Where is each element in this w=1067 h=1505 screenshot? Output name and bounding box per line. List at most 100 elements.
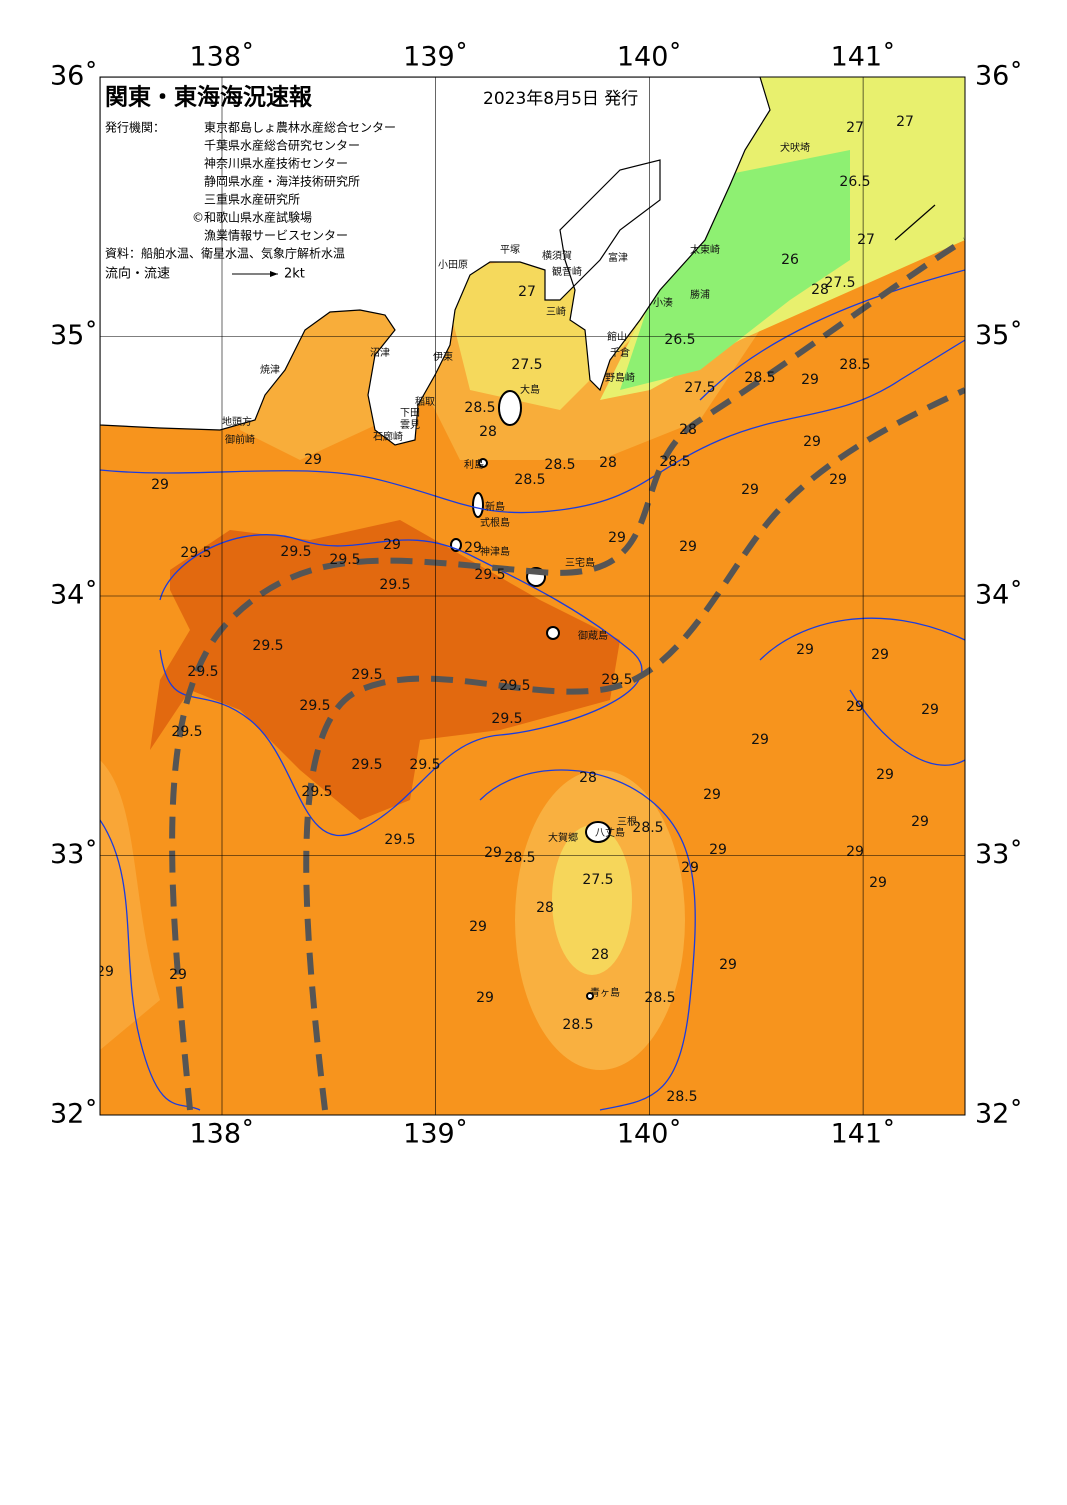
isotherm-label: 29.5 <box>474 567 505 583</box>
place-name: 御蔵島 <box>578 629 608 642</box>
issuer: 東京都島しょ農林水産総合センター <box>204 120 396 135</box>
title: 関東・東海海況速報 <box>105 84 313 111</box>
lat-label: 32˚ <box>50 1099 98 1130</box>
isotherm-label: 29 <box>681 860 699 876</box>
place-name: 新島 <box>485 500 505 513</box>
isotherm-label: 29 <box>703 787 721 803</box>
legend-speed: 2kt <box>284 267 305 282</box>
issuer: 千葉県水産総合研究センター <box>204 138 360 153</box>
isotherm-label: 29 <box>801 372 819 388</box>
lon-label: 141˚ <box>831 1119 896 1150</box>
place-name: 富津 <box>608 251 628 264</box>
lon-label: 140˚ <box>617 42 682 73</box>
isotherm-label: 27.5 <box>511 357 542 373</box>
isotherm-label: 27 <box>518 284 536 300</box>
place-name: 伊東 <box>433 350 453 363</box>
lat-label: 34˚ <box>50 580 98 611</box>
lat-label: 32˚ <box>975 1099 1023 1130</box>
lon-label: 140˚ <box>617 1119 682 1150</box>
isotherm-label: 29.5 <box>299 698 330 714</box>
place-name: 野島崎 <box>605 371 635 384</box>
isotherm-label: 26.5 <box>839 174 870 190</box>
place-name: 稲取 <box>415 396 435 408</box>
place-name: 犬吠埼 <box>780 141 810 154</box>
isotherm-label: 26 <box>781 252 799 268</box>
isotherm-label: 29 <box>741 482 759 498</box>
lat-label: 35˚ <box>50 320 98 351</box>
issuer: 漁業情報サービスセンター <box>204 229 348 243</box>
isotherm-label: 28.5 <box>839 357 870 373</box>
place-name: 大賀郷 <box>548 831 578 844</box>
islands <box>450 390 611 1000</box>
place-name: 勝浦 <box>690 288 710 301</box>
place-name: 雲見 <box>400 419 420 431</box>
lat-label: 33˚ <box>50 839 98 870</box>
place-name: 石廊崎 <box>373 430 403 443</box>
isotherm-label: 28 <box>599 455 617 471</box>
isotherm-label: 27.5 <box>684 380 715 396</box>
isotherm-label: 28 <box>591 947 609 963</box>
lon-label: 138˚ <box>189 42 254 73</box>
place-name: 横須賀 <box>542 249 572 262</box>
isotherm-label: 29 <box>829 472 847 488</box>
isotherm-label: 29.5 <box>301 784 332 800</box>
place-name: 三宅島 <box>565 556 595 569</box>
isotherm-label: 29 <box>921 702 939 718</box>
isotherm-label: 29 <box>476 990 494 1006</box>
isotherm-label: 29.5 <box>171 724 202 740</box>
sea-26 <box>620 150 850 390</box>
date: 2023年8月5日 発行 <box>483 89 638 109</box>
place-name: 沼津 <box>370 346 390 359</box>
issuer: 三重県水産研究所 <box>204 192 300 207</box>
isotherm-label: 28.5 <box>632 820 663 836</box>
isotherm-label: 29 <box>383 537 401 553</box>
place-name: 三崎 <box>546 305 566 318</box>
isotherm-label: 28.5 <box>659 454 690 470</box>
place-name: 地頭方 <box>222 415 252 428</box>
land <box>100 77 771 446</box>
isotherm-label: 29 <box>719 957 737 973</box>
lat-label: 34˚ <box>975 580 1023 611</box>
lat-label: 36˚ <box>975 61 1023 92</box>
isotherm-label: 29.5 <box>252 638 283 654</box>
isotherm-label: 29 <box>304 452 322 468</box>
place-name: 青ヶ島 <box>590 986 620 999</box>
place-name: 利島 <box>464 458 484 471</box>
isotherm-label: 28.5 <box>666 1089 697 1105</box>
isotherm-label: 29 <box>464 540 482 556</box>
isotherm-label: 29 <box>679 539 697 555</box>
isotherm-label: 29 <box>169 967 187 983</box>
isotherm-label: 29 <box>151 477 169 493</box>
isotherms <box>100 269 965 1111</box>
isotherm-label: 29 <box>796 642 814 658</box>
isotherm-label: 29.5 <box>187 664 218 680</box>
place-name: 八丈島 <box>595 826 625 839</box>
issuer: 静岡県水産・海洋技術研究所 <box>204 174 360 189</box>
isotherm-label: 29 <box>871 647 889 663</box>
isotherm-label: 28 <box>479 424 497 440</box>
isotherm-label: 29.5 <box>379 577 410 593</box>
isotherm-label: 27 <box>896 114 914 130</box>
isotherm-label: 28.5 <box>562 1017 593 1033</box>
isotherm-label: 29 <box>876 767 894 783</box>
isotherm-label: 29 <box>846 699 864 715</box>
isotherm-label: 28.5 <box>644 990 675 1006</box>
isotherm-label: 28 <box>811 282 829 298</box>
place-name: 焼津 <box>260 364 280 376</box>
isotherm-label: 28 <box>679 422 697 438</box>
issuer: 神奈川県水産技術センター <box>204 156 348 171</box>
map-area: 27 27.5 28.5 28 28.5 28.5 28 28.5 28 27.5 26.5 26.5… <box>100 77 965 1115</box>
isotherm-label: 28 <box>579 770 597 786</box>
place-name: 大島 <box>520 383 540 396</box>
isotherm-label: 29 <box>709 842 727 858</box>
place-name: 神津島 <box>480 545 510 558</box>
isotherm-label: 29 <box>846 844 864 860</box>
place-name: 式根島 <box>480 516 510 529</box>
lon-label: 138˚ <box>189 1119 254 1150</box>
place-name: 平塚 <box>500 244 520 256</box>
issuers-label: 発行機関： <box>105 120 165 135</box>
isotherm-label: 29.5 <box>499 678 530 694</box>
place-name: 太東崎 <box>690 243 720 256</box>
isotherm-label: 28.5 <box>464 400 495 416</box>
isotherm-label: 26.5 <box>664 332 695 348</box>
